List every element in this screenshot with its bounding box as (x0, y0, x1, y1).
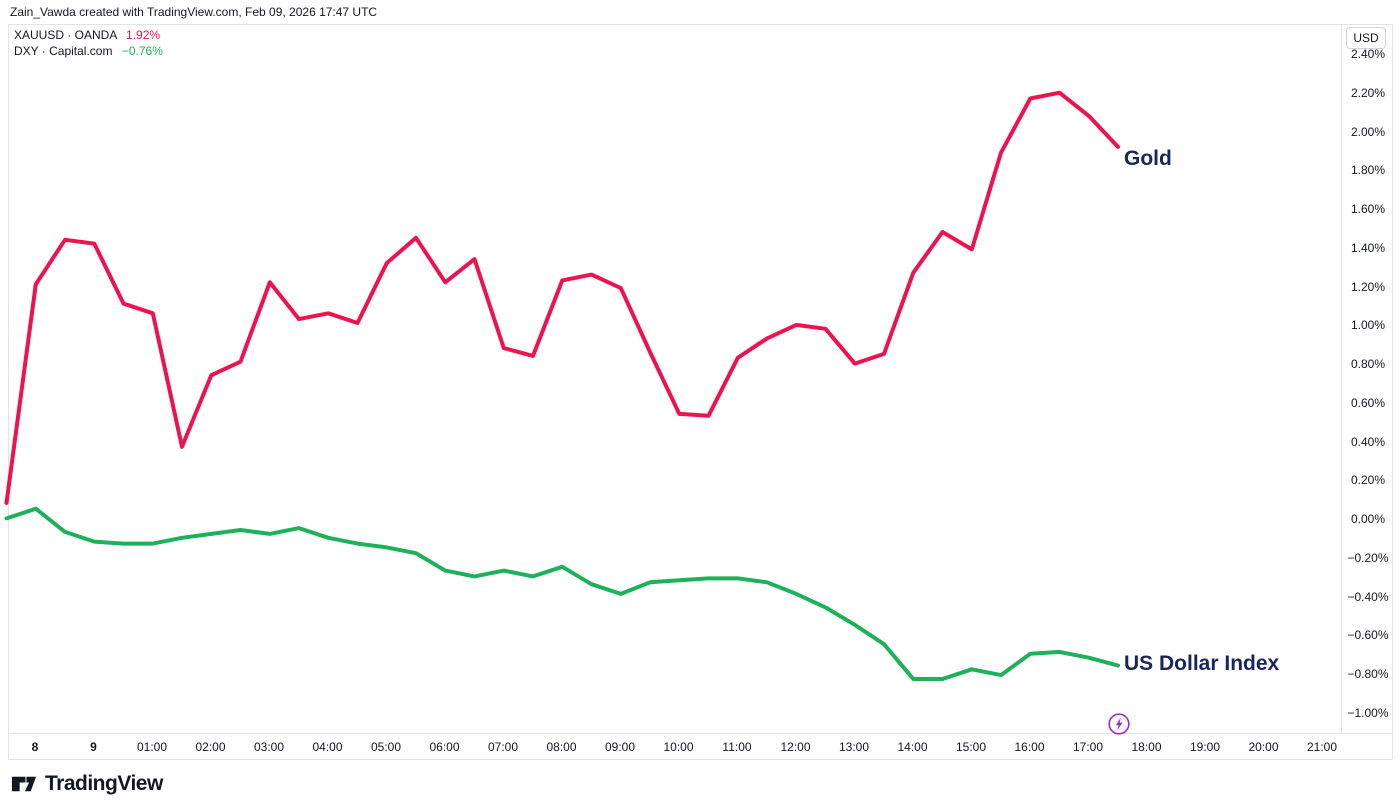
time-tick: 08:00 (546, 740, 577, 754)
price-tick: 0.80% (1350, 357, 1386, 371)
gold-series-label: Gold (1124, 147, 1172, 170)
tradingview-logo-icon (11, 776, 37, 792)
legend: XAUUSD · OANDA 1.92% DXY · Capital.com −… (14, 28, 163, 60)
time-tick: 9 (90, 740, 97, 754)
price-tick: 1.00% (1350, 318, 1386, 333)
frame-right-line (1392, 24, 1393, 759)
time-tick: 17:00 (1072, 740, 1104, 754)
frame-left-line (8, 24, 9, 759)
legend-row-dxy[interactable]: DXY · Capital.com −0.76% (14, 44, 163, 59)
time-tick: 05:00 (370, 740, 402, 754)
price-tick: 0.40% (1350, 434, 1386, 449)
legend-row-xauusd[interactable]: XAUUSD · OANDA 1.92% (14, 28, 163, 43)
time-tick: 02:00 (195, 740, 226, 754)
frame-top-line (8, 24, 1392, 25)
price-tick: 2.20% (1350, 85, 1386, 100)
time-tick: 21:00 (1306, 740, 1338, 754)
time-tick: 06:00 (429, 740, 460, 754)
price-tick: 0.20% (1350, 473, 1386, 488)
legend-change-dxy: −0.76% (121, 44, 163, 58)
time-tick: 03:00 (253, 740, 285, 754)
currency-button[interactable]: USD (1346, 27, 1386, 49)
price-tick: 2.00% (1350, 124, 1386, 139)
dxy-line[interactable] (4, 506, 1120, 681)
price-tick: −1.00% (1347, 705, 1389, 720)
price-tick: −0.40% (1347, 589, 1389, 604)
time-tick: 10:00 (663, 740, 694, 754)
time-tick: 16:00 (1014, 740, 1045, 754)
time-tick: 12:00 (780, 740, 811, 754)
time-tick: 09:00 (604, 740, 636, 754)
time-tick: 18:00 (1131, 740, 1162, 754)
plot-bottom-line (8, 733, 1392, 734)
price-tick: −0.60% (1347, 628, 1389, 643)
time-tick: 14:00 (897, 740, 928, 754)
price-tick: −0.80% (1347, 667, 1389, 681)
legend-symbol-xauusd: XAUUSD · OANDA (14, 28, 117, 42)
dxy-series-label: US Dollar Index (1124, 652, 1280, 675)
price-tick: 0.60% (1350, 395, 1386, 410)
price-tick: 1.40% (1350, 240, 1386, 255)
brand-name: TradingView (45, 771, 163, 795)
time-tick: 8 (31, 740, 39, 754)
attribution-text: Zain_Vawda created with TradingView.com,… (10, 5, 378, 19)
time-tick: 15:00 (955, 740, 987, 754)
legend-change-xauusd: 1.92% (126, 28, 161, 42)
lightning-icon[interactable] (1108, 713, 1130, 735)
time-axis[interactable]: 8 9 01:00 02:00 03:00 04:00 05:00 06:00 07:00 08:… (0, 733, 1400, 759)
price-axis[interactable]: 2.40% 2.20% 2.00% 1.80% 1.60% 1.40% 1.20% 1.00%… (1341, 24, 1395, 733)
price-tick: 1.80% (1350, 163, 1386, 178)
time-tick: 11:00 (722, 740, 752, 754)
legend-symbol-dxy: DXY · Capital.com (14, 44, 113, 58)
price-tick: 2.40% (1350, 47, 1386, 61)
price-tick: 1.20% (1350, 279, 1386, 294)
time-tick: 13:00 (838, 740, 870, 754)
price-tick: 1.60% (1350, 202, 1386, 216)
frame-bottom-line (8, 759, 1392, 760)
time-tick: 19:00 (1189, 740, 1221, 754)
price-tick: 0.00% (1350, 512, 1386, 526)
price-tick: −0.20% (1347, 550, 1389, 565)
price-axis-separator (1341, 24, 1342, 733)
footer: TradingView (10, 770, 163, 797)
time-tick: 04:00 (312, 740, 343, 754)
time-tick: 01:00 (136, 740, 168, 754)
gold-line[interactable] (4, 90, 1120, 505)
time-tick: 20:00 (1248, 740, 1279, 754)
time-tick: 07:00 (487, 740, 519, 754)
